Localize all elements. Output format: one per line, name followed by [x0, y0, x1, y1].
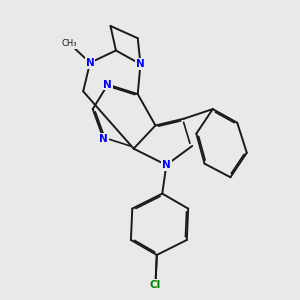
Text: N: N: [103, 80, 112, 90]
Text: CH₃: CH₃: [62, 39, 77, 48]
Text: N: N: [136, 59, 145, 69]
Text: Cl: Cl: [150, 280, 161, 290]
Text: N: N: [99, 134, 108, 144]
Text: N: N: [162, 160, 171, 170]
Text: N: N: [85, 58, 94, 68]
